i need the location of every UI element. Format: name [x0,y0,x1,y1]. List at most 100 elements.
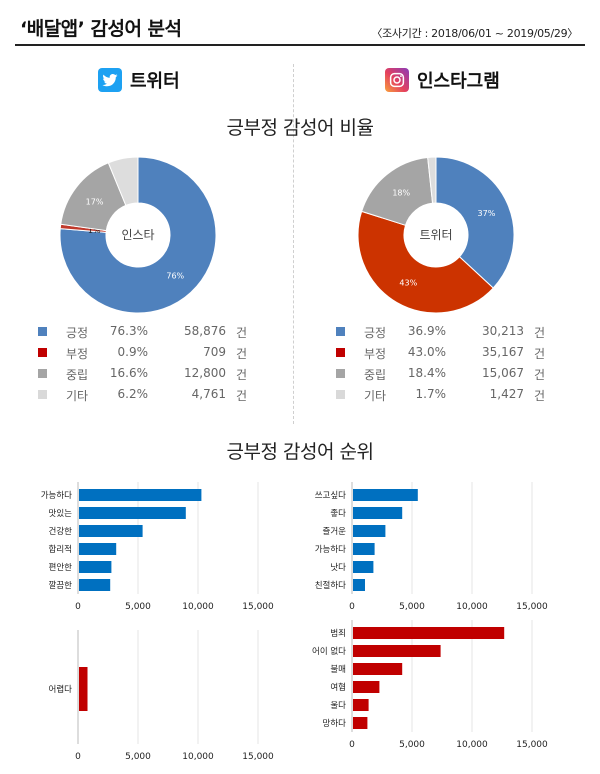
legend-unit: 건 [534,347,546,361]
legend-item: 기타 1.7% 1,427 건 [336,385,576,403]
bar [79,489,202,501]
bar-category-label: 건강한 [49,526,73,537]
bar [353,525,386,537]
x-tick-label: 15,000 [516,602,548,612]
x-tick-label: 5,000 [399,602,425,612]
legend-pct: 0.9% [117,345,149,359]
page-title: ‘배달앱’ 감성어 분석 [20,18,182,40]
bar [79,525,143,537]
legend-label: 중립 [66,368,89,382]
column-divider [293,64,294,424]
x-tick-label: 15,000 [516,740,548,750]
bar-category-label: 가능하다 [315,544,346,555]
legend-item: 기타 6.2% 4,761 건 [38,385,278,403]
donut-center-label: 인스타 [121,228,154,242]
bar [79,667,88,711]
twitter-bird-icon [98,68,122,92]
legend-unit: 건 [236,347,248,361]
x-tick-label: 5,000 [125,752,151,762]
legend-swatch [336,348,345,357]
legend-label: 중립 [364,368,387,382]
legend-count: 15,067 [482,366,524,380]
legend-pct: 76.3% [109,324,148,338]
legend-pct: 16.6% [109,366,148,380]
legend-count: 4,761 [191,387,226,401]
pie-slice-label: 76% [166,271,184,280]
twitter-label: 트위터 [130,71,180,92]
legend-item: 중립 18.4% 15,067 건 [336,364,576,382]
legend-swatch [336,390,345,399]
legend-pct: 1.7% [415,387,447,401]
x-tick-label: 10,000 [182,752,214,762]
legend-label: 기타 [66,389,89,403]
bar-category-label: 친절하다 [315,580,346,591]
platform-header-instagram: 인스타그램 [385,64,500,96]
bar-category-label: 합리적 [49,544,72,555]
legend-count: 709 [203,345,226,359]
x-tick-label: 15,000 [242,602,274,612]
pie-slice-2 [361,156,434,226]
pie-slice-0 [59,156,217,314]
ratio-section-title: 긍부정 감성어 비율 [226,117,374,139]
instagram-camera-icon [385,68,409,92]
pie-slice-label: 1% [88,226,101,235]
legend-pct: 6.2% [117,387,149,401]
bar [79,507,186,519]
legend-count: 12,800 [184,366,226,380]
bar-category-label: 즐거운 [323,527,347,537]
x-tick-label: 10,000 [182,602,214,612]
x-tick-label: 5,000 [125,602,151,612]
bar [353,681,380,693]
donut-center-label: 트위터 [419,228,452,242]
bar [79,561,112,573]
legend-item: 부정 43.0% 35,167 건 [336,343,576,361]
x-tick-label: 0 [349,740,355,750]
bar [353,645,441,657]
x-tick-label: 0 [75,752,81,762]
legend-item: 긍정 76.3% 58,876 건 [38,322,278,340]
bar-category-label: 불매 [330,664,346,675]
survey-period: 〈조사기간 : 2018/06/01 ~ 2019/05/29〉 [371,27,578,40]
pie-slice-label: 37% [478,209,496,218]
header-rule [15,44,585,46]
platform-header-twitter: 트위터 [98,64,180,96]
bar [353,543,375,555]
legend-unit: 건 [534,368,546,382]
legend-count: 58,876 [184,324,226,338]
legend-count: 1,427 [489,387,524,401]
legend-count: 30,213 [482,324,524,338]
legend-swatch [38,327,47,336]
bar [353,663,403,675]
bar-category-label: 범죄 [330,628,346,639]
pie-slice-1 [357,210,494,314]
legend-unit: 건 [534,389,546,403]
legend-pct: 36.9% [407,324,446,338]
bar [79,543,117,555]
legend-item: 긍정 36.9% 30,213 건 [336,322,576,340]
legend-item: 중립 16.6% 12,800 건 [38,364,278,382]
bar-category-label: 낫다 [330,562,346,573]
legend-label: 부정 [364,347,387,361]
bar-category-label: 울다 [330,701,346,711]
pie-slice-3 [427,156,437,204]
rank-section-title: 긍부정 감성어 순위 [226,441,374,463]
x-tick-label: 10,000 [456,602,488,612]
bar-category-label: 망하다 [323,718,347,729]
pie-slice-label: 17% [86,197,104,206]
bar [79,579,111,591]
legend-swatch [336,327,345,336]
bar [353,561,374,573]
legend-swatch [336,369,345,378]
legend-unit: 건 [534,326,546,340]
legend-label: 기타 [364,389,387,403]
bar-category-label: 깔끔한 [49,580,73,591]
legend-count: 35,167 [482,345,524,359]
instagram-legend: 긍정 36.9% 30,213 건 부정 43.0% 35,167 건 중립 18.4% 15,06… [336,322,576,408]
x-tick-label: 0 [349,602,355,612]
legend-item: 부정 0.9% 709 건 [38,343,278,361]
x-tick-label: 10,000 [456,740,488,750]
bar-category-label: 쓰고싶다 [315,491,346,501]
